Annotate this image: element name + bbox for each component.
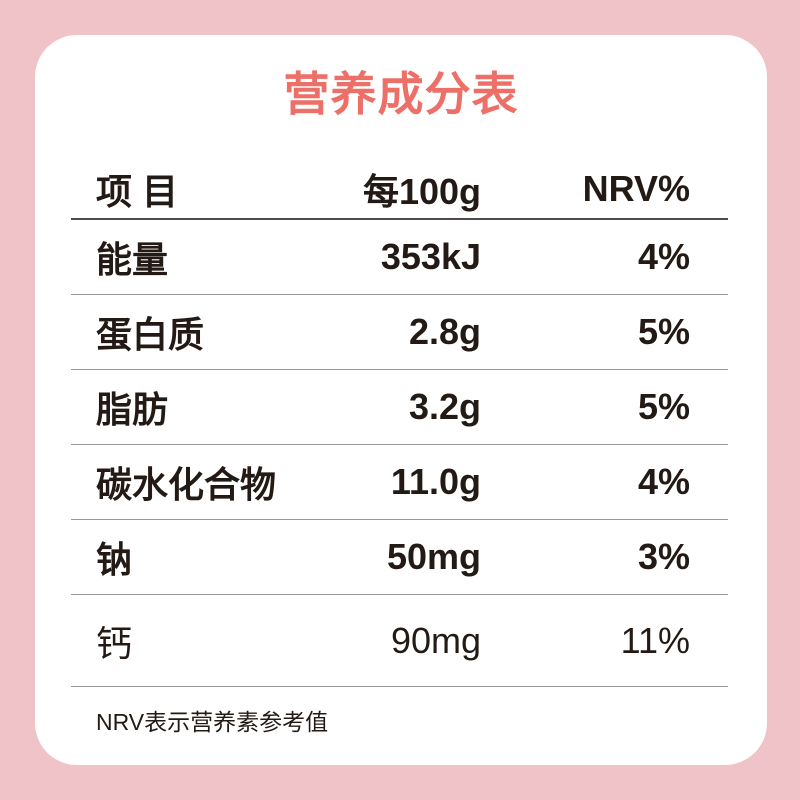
table-row-energy: 能量 353kJ 4% xyxy=(71,220,728,295)
row-item-label: 碳水化合物 xyxy=(96,464,277,505)
table-row-sodium: 钠 50mg 3% xyxy=(71,520,728,595)
column-header-per100g: 每100g xyxy=(362,171,481,212)
nutrition-table: 项 目 每100g NRV% 能量 353kJ 4% 蛋白质 2.8g 5% 脂… xyxy=(71,160,728,687)
row-nrv-value: 3% xyxy=(637,536,690,577)
row-nrv-value: 4% xyxy=(637,236,690,277)
row-value: 90mg xyxy=(390,619,481,661)
row-value: 3.2g xyxy=(408,386,481,427)
table-row-calcium: 钙 90mg 11% xyxy=(71,595,728,687)
table-row-fat: 脂肪 3.2g 5% xyxy=(71,370,728,445)
row-value: 2.8g xyxy=(408,311,481,352)
table-row-carbohydrate: 碳水化合物 11.0g 4% xyxy=(71,445,728,520)
row-nrv-value: 11% xyxy=(620,619,690,661)
page-title: 营养成分表 xyxy=(283,68,519,120)
row-nrv-value: 5% xyxy=(637,311,690,352)
column-header-nrv: NRV% xyxy=(582,168,690,209)
row-nrv-value: 5% xyxy=(637,386,690,427)
row-item-label: 能量 xyxy=(96,239,169,280)
row-item-label: 蛋白质 xyxy=(96,314,205,355)
row-value: 50mg xyxy=(386,536,481,577)
nutrition-card: 营养成分表 项 目 每100g NRV% 能量 353kJ 4% 蛋白质 2.8… xyxy=(35,35,767,765)
column-header-item: 项 目 xyxy=(96,171,179,212)
nrv-footnote: NRV表示营养素参考值 xyxy=(96,709,329,735)
table-header-row: 项 目 每100g NRV% xyxy=(71,160,728,220)
table-row-protein: 蛋白质 2.8g 5% xyxy=(71,295,728,370)
row-nrv-value: 4% xyxy=(637,461,690,502)
row-item-label: 钠 xyxy=(96,539,133,580)
row-value: 11.0g xyxy=(390,461,481,502)
row-item-label: 脂肪 xyxy=(96,389,169,430)
row-item-label: 钙 xyxy=(96,622,133,664)
row-value: 353kJ xyxy=(380,236,481,277)
